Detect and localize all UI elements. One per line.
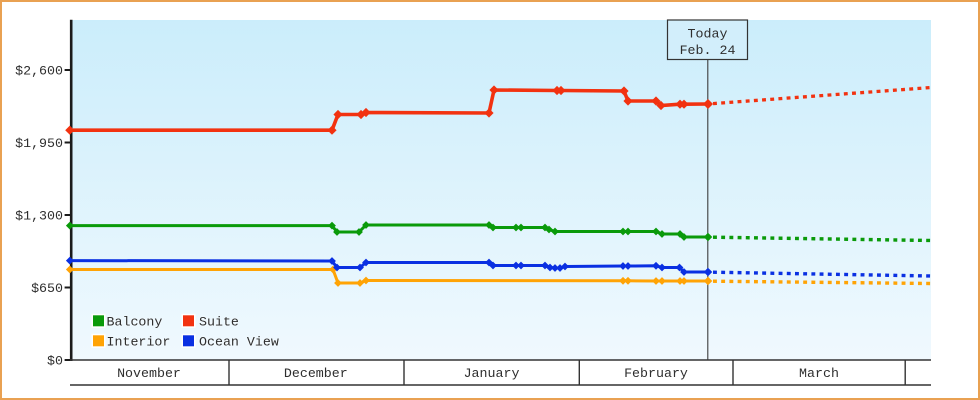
svg-text:Suite: Suite [199,315,239,330]
svg-text:Ocean View: Ocean View [199,335,279,350]
svg-text:December: December [284,366,348,381]
svg-text:January: January [464,366,520,381]
svg-text:February: February [624,366,688,381]
svg-text:$650: $650 [31,281,63,296]
svg-text:$0: $0 [47,354,63,369]
svg-text:Feb. 24: Feb. 24 [680,43,736,58]
svg-text:March: March [799,366,839,381]
svg-text:$1,300: $1,300 [15,209,63,224]
svg-text:Balcony: Balcony [107,315,163,330]
svg-text:$1,950: $1,950 [15,136,63,151]
svg-text:$2,600: $2,600 [15,64,63,79]
svg-text:Interior: Interior [107,335,171,350]
svg-text:Today: Today [688,27,728,42]
svg-text:November: November [117,366,181,381]
